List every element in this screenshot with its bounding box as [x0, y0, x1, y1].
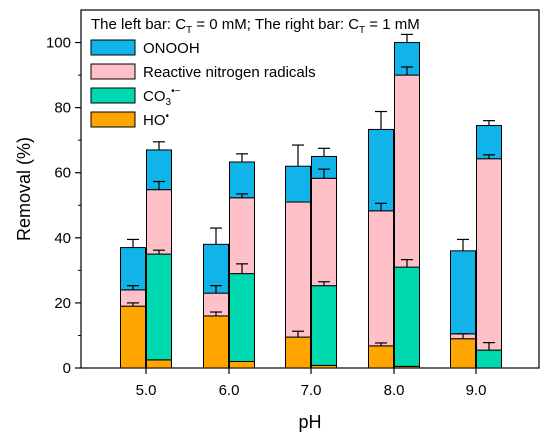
title-left-suffix: = 0 mM; The right bar: C: [192, 16, 359, 33]
bar-ho-left-7.0: [285, 336, 311, 369]
y-tick-label-60: 60: [54, 165, 71, 182]
legend-sup-ho: •: [166, 111, 170, 122]
legend-main-co3: CO: [143, 88, 166, 105]
y-tick-label-100: 100: [46, 35, 71, 52]
legend-swatch-co3: [90, 87, 136, 104]
bar-ho-right-6.0: [229, 360, 255, 369]
bar-rnr-right-8.0: [394, 74, 420, 268]
legend-sub-co3: 3: [166, 97, 172, 108]
bar-onooh-left-5.0: [120, 247, 146, 291]
legend-swatch-onooh: [90, 39, 136, 56]
y-tick-label-0: 0: [63, 360, 71, 377]
y-tick-label-20: 20: [54, 295, 71, 312]
error-bar-layer: [127, 33, 495, 351]
bar-ho-left-6.0: [203, 315, 229, 369]
title-left-sub: T: [186, 25, 192, 36]
chart-title: The left bar: CT = 0 mM; The right bar: …: [91, 16, 420, 36]
legend-text-onooh: ONOOH: [143, 40, 200, 57]
legend-label-co3: CO3•−: [143, 86, 181, 108]
bar-onooh-left-7.0: [285, 165, 311, 203]
bar-rnr-left-8.0: [368, 210, 394, 347]
bar-ho-left-5.0: [120, 305, 146, 369]
bar-co3-right-8.0: [394, 266, 420, 367]
bar-co3-right-6.0: [229, 273, 255, 362]
bar-ho-left-8.0: [368, 345, 394, 369]
bar-rnr-right-6.0: [229, 197, 255, 275]
bar-rnr-right-7.0: [311, 177, 337, 287]
legend-sup-co3: •−: [171, 86, 181, 97]
legend-main-ho: HO: [143, 112, 166, 129]
bar-co3-right-7.0: [311, 285, 337, 366]
bar-onooh-right-9.0: [476, 125, 502, 160]
x-tick-label-8.0: 8.0: [384, 382, 405, 399]
y-axis-label: Removal (%): [14, 137, 34, 241]
title-left-prefix: The left bar: C: [91, 16, 186, 33]
bar-onooh-left-6.0: [203, 243, 229, 294]
legend-label-ho: HO•: [143, 111, 170, 129]
x-tick-label-7.0: 7.0: [301, 382, 322, 399]
bar-co3-right-5.0: [146, 253, 172, 361]
title-right-sub: T: [359, 25, 365, 36]
bar-rnr-right-9.0: [476, 158, 502, 351]
legend-text-rnr: Reactive nitrogen radicals: [143, 64, 316, 81]
bar-rnr-right-5.0: [146, 189, 172, 255]
x-axis-label: pH: [298, 412, 321, 432]
y-tick-label-80: 80: [54, 100, 71, 117]
bar-ho-left-9.0: [450, 338, 476, 369]
bar-co3-right-9.0: [476, 349, 502, 369]
bar-onooh-left-9.0: [450, 250, 476, 335]
x-tick-label-9.0: 9.0: [466, 382, 487, 399]
legend-swatch-ho: [90, 111, 136, 128]
x-tick-label-5.0: 5.0: [136, 382, 157, 399]
bar-rnr-left-7.0: [285, 201, 311, 338]
legend: The left bar: CT = 0 mM; The right bar: …: [90, 16, 420, 129]
bar-ho-right-5.0: [146, 359, 172, 369]
bar-onooh-left-8.0: [368, 128, 394, 212]
axes-layer: 0 20 40 60 80 100 5.0 6.0 7.0 8.0 9.0 pH Removal (%): [14, 35, 486, 432]
bar-layer: [120, 42, 502, 369]
bar-onooh-right-6.0: [229, 161, 255, 199]
legend-label-onooh: ONOOH: [143, 40, 200, 57]
x-tick-label-6.0: 6.0: [219, 382, 240, 399]
title-right-suffix: = 1 mM: [365, 16, 420, 33]
legend-swatch-rnr: [90, 63, 136, 80]
legend-label-rnr: Reactive nitrogen radicals: [143, 64, 316, 81]
y-tick-label-40: 40: [54, 230, 71, 247]
